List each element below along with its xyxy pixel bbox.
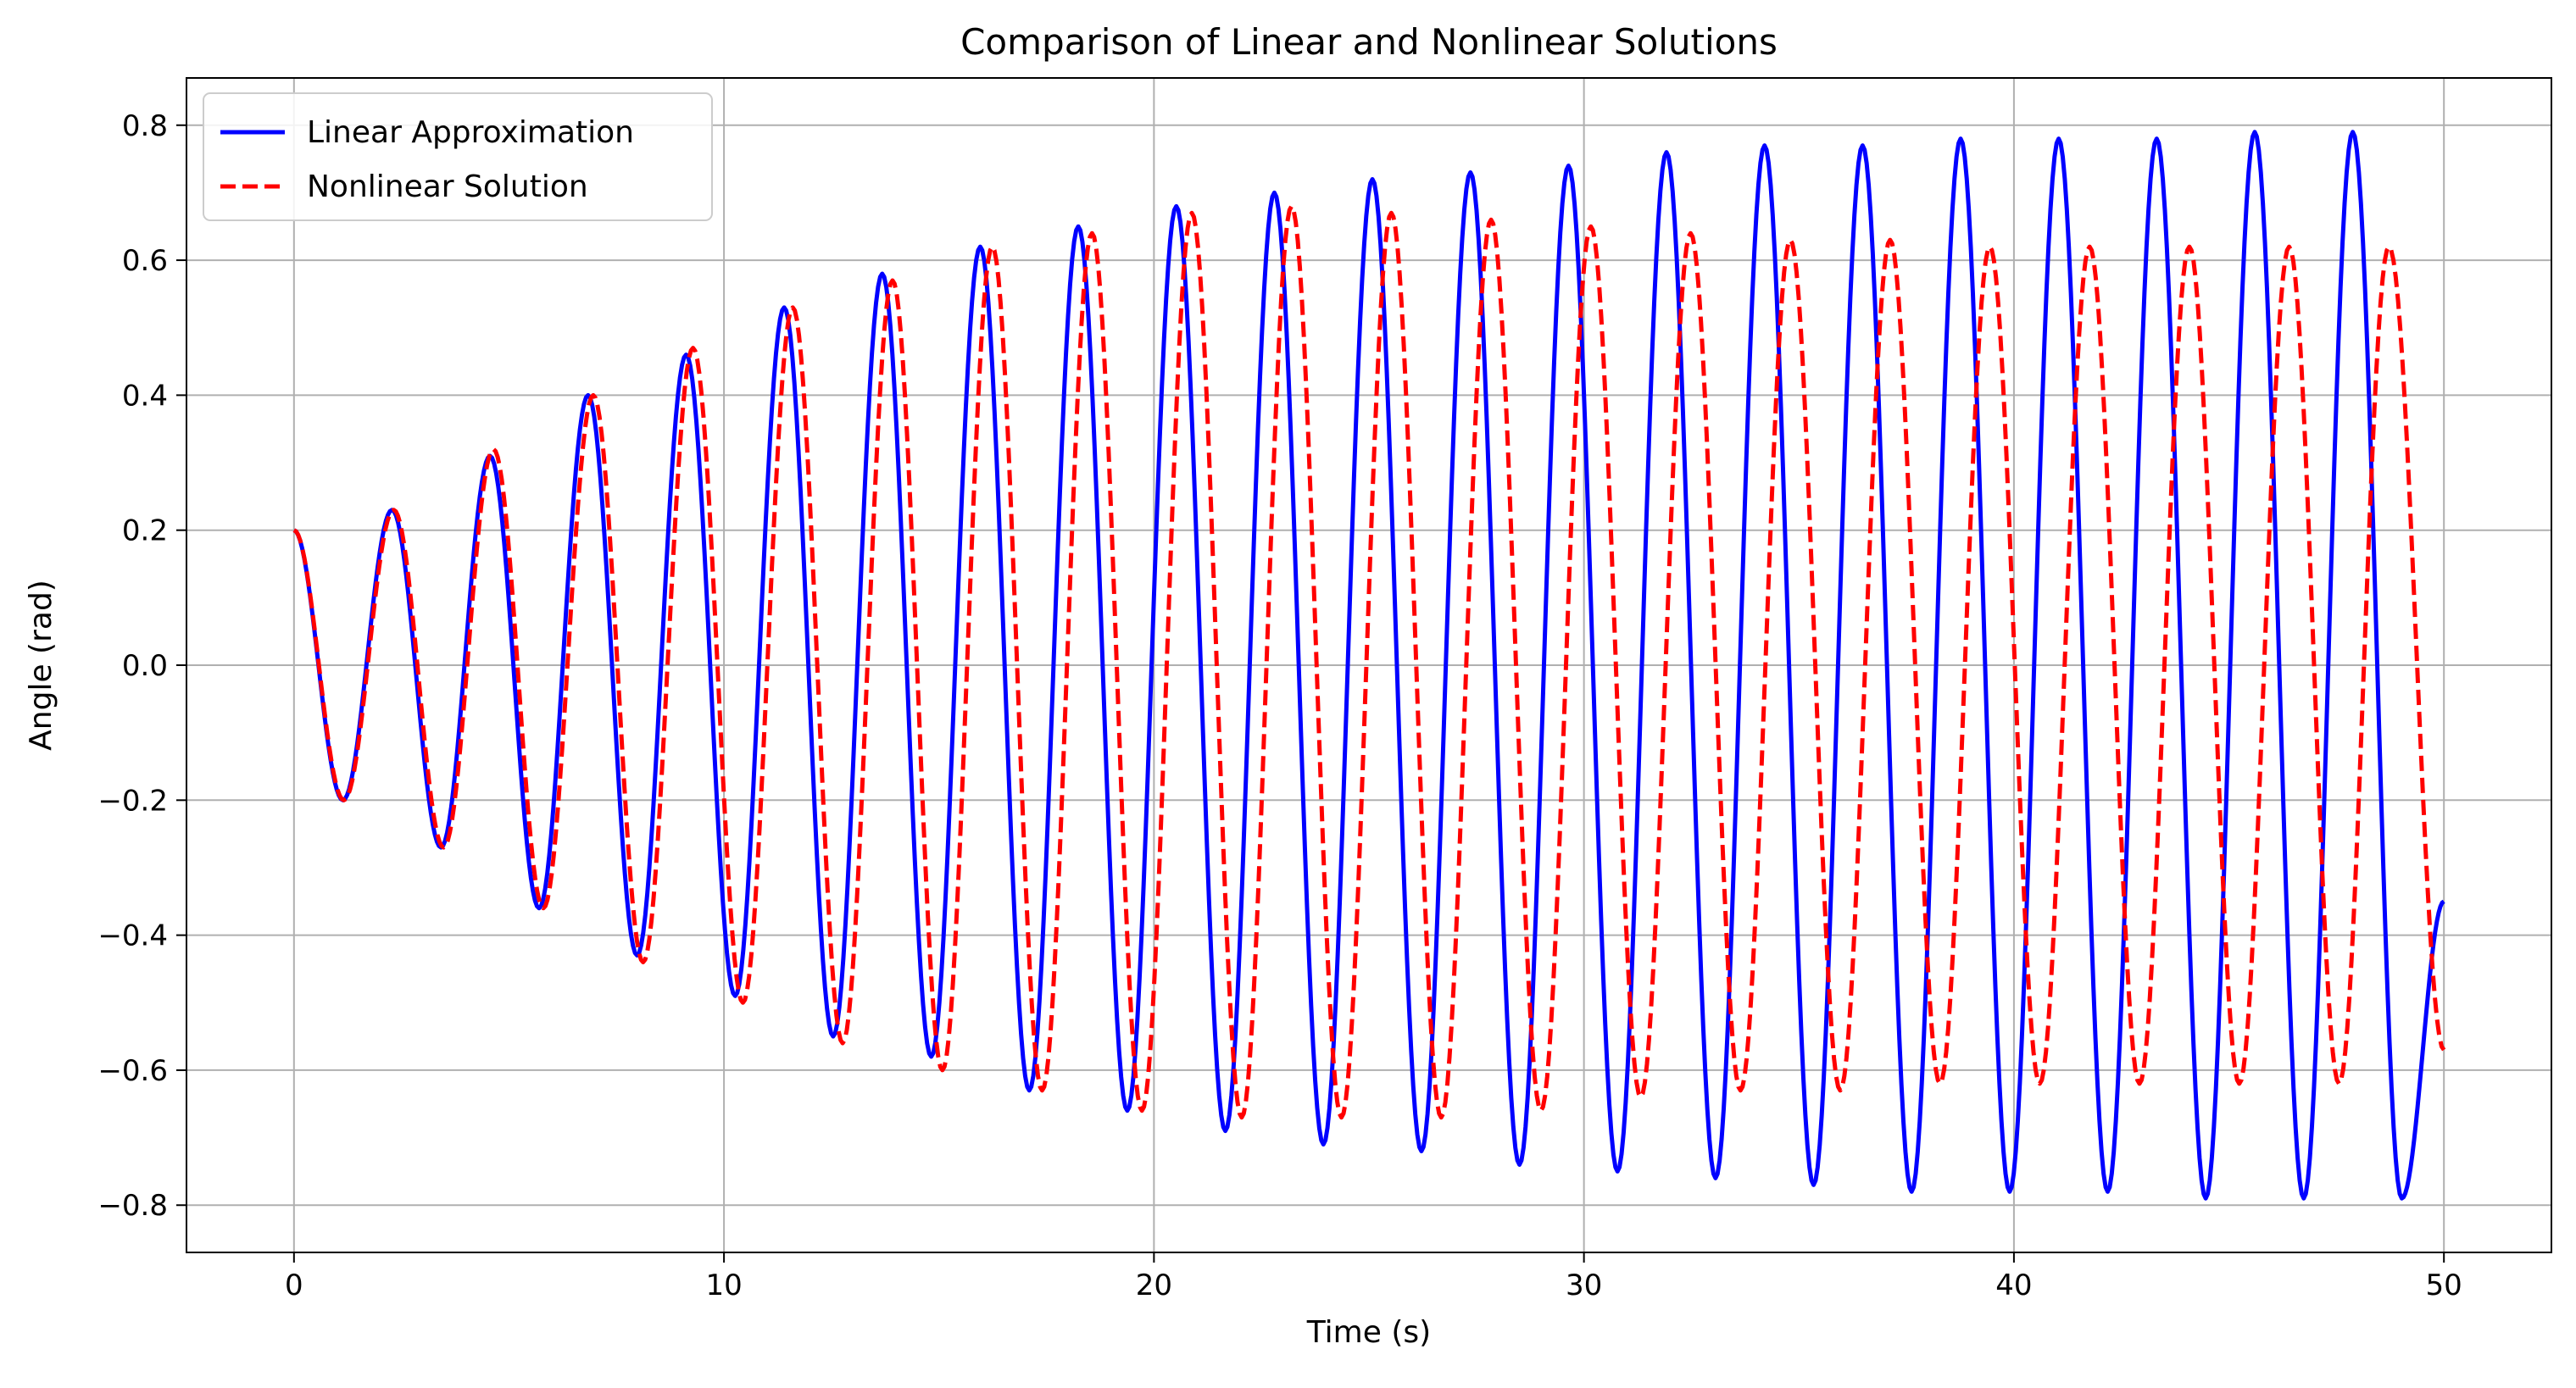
y-tick-label: 0.4 <box>122 379 168 413</box>
chart-title: Comparison of Linear and Nonlinear Solut… <box>960 21 1778 63</box>
legend: Linear Approximation Nonlinear Solution <box>203 92 713 221</box>
y-tick-label: −0.4 <box>97 919 168 953</box>
x-tick-label: 0 <box>285 1269 303 1302</box>
y-tick-label: 0.2 <box>122 514 168 548</box>
x-axis-label: Time (s) <box>1306 1315 1431 1350</box>
legend-box <box>203 92 713 221</box>
x-tick-label: 30 <box>1566 1269 1602 1302</box>
y-tick-label: 0.6 <box>122 244 168 278</box>
x-tick-label: 10 <box>705 1269 742 1302</box>
y-tick-label: 0.0 <box>122 649 168 683</box>
y-tick-label: −0.6 <box>97 1054 168 1088</box>
x-tick-label: 20 <box>1136 1269 1172 1302</box>
x-tick-label: 50 <box>2426 1269 2462 1302</box>
legend-entry-label: Nonlinear Solution <box>307 169 588 204</box>
series-nonlinear-line <box>292 203 2446 1120</box>
series-linear-line <box>292 130 2445 1201</box>
series-layer <box>292 130 2446 1201</box>
legend-entry-label: Linear Approximation <box>307 115 634 150</box>
y-tick-label: −0.2 <box>97 784 168 818</box>
x-tick-label: 40 <box>1995 1269 2032 1302</box>
y-axis-label: Angle (rad) <box>24 580 58 751</box>
y-tick-label: −0.8 <box>97 1189 168 1223</box>
ticks: 0 10 20 30 40 50 −0.8 −0.6 −0.4 −0.2 0.0 0.2 0.4 0.6 0… <box>97 109 2462 1302</box>
y-tick-label: 0.8 <box>122 109 168 143</box>
